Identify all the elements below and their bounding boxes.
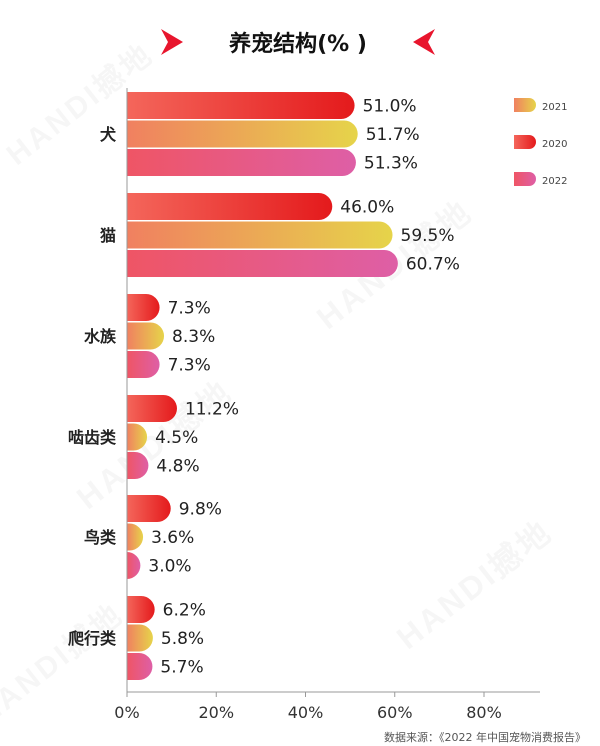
category-label: 犬 — [100, 125, 117, 144]
bar-2021 — [127, 322, 165, 350]
bar-2020 — [127, 395, 177, 422]
bar-2022 — [127, 452, 149, 479]
bar-2022 — [126, 552, 141, 579]
bar-2022 — [127, 250, 398, 277]
legend-swatch-2021 — [514, 98, 536, 112]
data-label: 7.3% — [168, 356, 211, 376]
x-tick-label: 60% — [377, 703, 413, 722]
bar-2020 — [127, 193, 333, 220]
title-chevron-right-icon — [413, 29, 435, 55]
bar-2022 — [127, 351, 160, 378]
data-label: 6.2% — [163, 601, 206, 621]
bar-2021 — [127, 423, 148, 451]
category-label: 啮齿类 — [68, 428, 117, 447]
category-label: 猫 — [100, 226, 116, 245]
source-note: 数据来源：《2022 年中国宠物消费报告》 — [384, 730, 586, 744]
data-label: 3.6% — [151, 528, 194, 548]
bar-2022 — [127, 149, 356, 176]
chart-title-group: 养宠结构(% ) — [161, 29, 435, 57]
data-label: 11.2% — [185, 400, 239, 420]
x-tick-label: 40% — [288, 703, 324, 722]
bars: 51.0% 51.7% 51.3% 46.0% 59.5% 60.7% 7.3% 8.3% 7.… — [126, 92, 460, 680]
data-label: 5.7% — [160, 658, 203, 678]
data-label: 4.8% — [156, 457, 199, 477]
legend-label: 2022 — [542, 176, 567, 187]
category-label: 爬行类 — [67, 629, 117, 648]
legend-swatch-2020 — [514, 135, 536, 149]
category-label: 水族 — [84, 327, 117, 346]
x-tick-label: 20% — [198, 703, 234, 722]
data-label: 46.0% — [340, 198, 394, 218]
data-label: 51.3% — [364, 154, 418, 174]
data-label: 5.8% — [161, 629, 204, 649]
legend-swatch-2022 — [514, 172, 536, 186]
x-tick-label: 0% — [114, 703, 139, 722]
data-label: 8.3% — [172, 327, 215, 347]
data-label: 9.8% — [179, 500, 222, 520]
category-label: 鸟类 — [84, 528, 117, 547]
bar-2020 — [127, 294, 160, 321]
bar-2020 — [127, 596, 155, 623]
bar-2020 — [127, 495, 171, 522]
bar-2022 — [127, 653, 153, 680]
x-axis: 0% 20% 40% 60% 80% — [114, 88, 540, 722]
bar-2021 — [127, 523, 144, 551]
data-label: 51.0% — [363, 97, 417, 117]
bar-2021 — [127, 221, 393, 249]
data-label: 51.7% — [366, 125, 420, 145]
data-label: 7.3% — [168, 299, 211, 319]
x-tick-label: 80% — [466, 703, 502, 722]
legend-label: 2021 — [542, 102, 567, 113]
legend: 2021 2020 2022 — [514, 98, 567, 187]
chart-title: 养宠结构(% ) — [228, 31, 367, 57]
data-label: 4.5% — [155, 428, 198, 448]
bar-2021 — [127, 120, 358, 148]
data-label: 3.0% — [148, 557, 191, 577]
bar-2021 — [127, 624, 153, 652]
title-chevron-left-icon — [161, 29, 183, 55]
bar-2020 — [127, 92, 355, 119]
data-label: 60.7% — [406, 255, 460, 275]
data-label: 59.5% — [401, 226, 455, 246]
legend-label: 2020 — [542, 139, 567, 150]
